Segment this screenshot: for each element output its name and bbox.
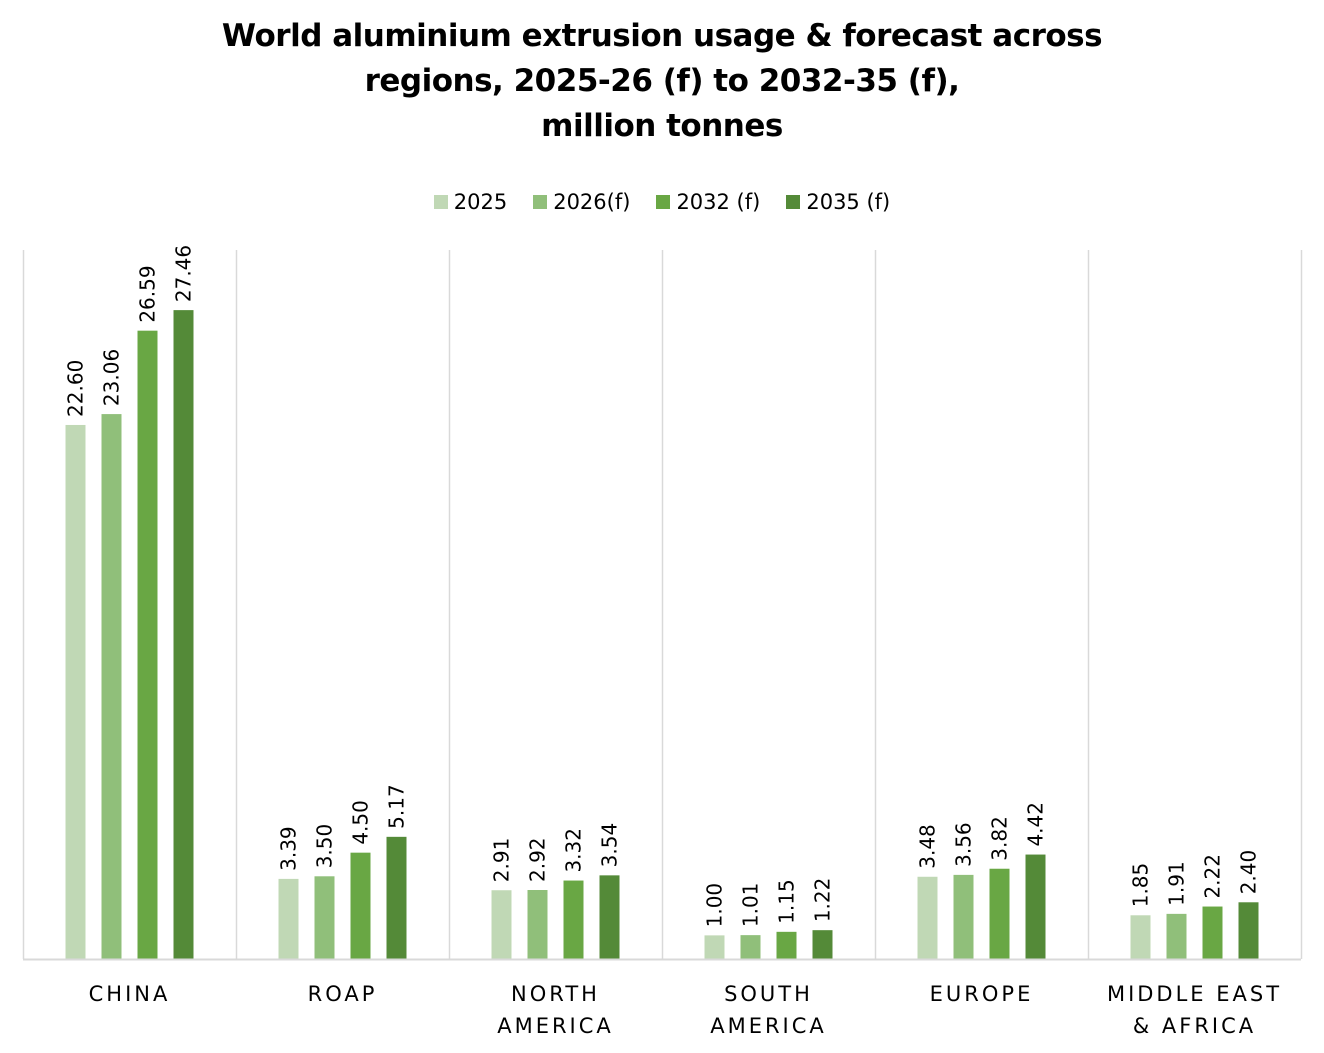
data-label: 1.85 — [1129, 863, 1153, 908]
data-label: 1.15 — [775, 879, 799, 924]
legend-swatch-2035f — [786, 195, 801, 209]
category-label: MIDDLE EAST — [1107, 982, 1282, 1006]
bar — [314, 876, 335, 959]
legend-label-2035f: 2035 (f) — [806, 190, 891, 214]
legend-label-2025: 2025 — [453, 190, 508, 214]
category-label: AMERICA — [710, 1014, 827, 1038]
data-label: 3.32 — [562, 828, 586, 873]
legend-item-2032f: 2032 (f) — [656, 190, 760, 214]
bar — [704, 935, 725, 959]
bar — [1202, 906, 1223, 959]
data-label: 2.22 — [1201, 854, 1225, 899]
legend-item-2035f: 2035 (f) — [786, 190, 890, 214]
data-label: 3.50 — [313, 824, 337, 869]
data-label: 3.54 — [598, 823, 622, 868]
bar — [173, 310, 194, 959]
legend-swatch-2026f — [533, 195, 548, 209]
legend-item-2025: 2025 — [433, 190, 508, 214]
bar — [776, 931, 797, 959]
data-label: 2.91 — [490, 838, 514, 883]
data-label: 3.48 — [916, 824, 940, 869]
bar — [989, 868, 1010, 959]
bar — [1130, 915, 1151, 959]
data-label: 1.22 — [811, 878, 835, 923]
bar — [599, 875, 620, 959]
bar — [812, 930, 833, 959]
legend-label-2026f: 2026(f) — [553, 190, 631, 214]
legend-swatch-2032f — [656, 195, 671, 209]
data-label: 5.17 — [385, 784, 409, 829]
data-label: 1.00 — [703, 883, 727, 928]
category-label: ROAP — [308, 982, 378, 1006]
data-label: 2.40 — [1237, 850, 1261, 895]
bar — [740, 935, 761, 959]
data-label: 23.06 — [100, 349, 124, 406]
bar — [350, 852, 371, 959]
data-label: 3.39 — [277, 826, 301, 871]
category-label: EUROPE — [930, 982, 1034, 1006]
data-label: 1.91 — [1165, 861, 1189, 906]
data-label: 2.92 — [526, 837, 550, 882]
bar — [527, 890, 548, 959]
chart-title-line-3: million tonnes — [541, 108, 783, 144]
data-label: 26.59 — [136, 265, 160, 322]
bar — [386, 836, 407, 959]
data-label: 1.01 — [739, 883, 763, 928]
category-label: SOUTH — [724, 982, 813, 1006]
category-label: NORTH — [511, 982, 600, 1006]
bar — [917, 876, 938, 959]
legend-item-2026f: 2026(f) — [533, 190, 630, 214]
bar — [953, 874, 974, 959]
data-label: 3.56 — [952, 822, 976, 867]
bar — [65, 424, 86, 959]
chart-legend: 2025 2026(f) 2032 (f) 2035 (f) — [0, 190, 1324, 214]
bar — [491, 890, 512, 959]
chart-title-line-1: World aluminium extrusion usage & foreca… — [221, 18, 1103, 54]
bar — [1238, 902, 1259, 959]
bar — [137, 330, 158, 959]
data-label: 3.82 — [988, 816, 1012, 861]
data-label: 4.42 — [1024, 802, 1048, 847]
legend-label-2032f: 2032 (f) — [676, 190, 761, 214]
category-label: AMERICA — [497, 1014, 614, 1038]
category-label: CHINA — [89, 982, 171, 1006]
bar — [563, 880, 584, 959]
bar — [1025, 854, 1046, 959]
bar — [1166, 913, 1187, 959]
data-label: 22.60 — [64, 360, 88, 417]
bar — [101, 414, 122, 960]
bar — [278, 878, 299, 959]
chart-title-line-2: regions, 2025-26 (f) to 2032-35 (f), — [364, 63, 960, 99]
legend-swatch-2025 — [433, 195, 448, 209]
data-label: 27.46 — [172, 245, 196, 302]
category-label: & AFRICA — [1133, 1014, 1256, 1038]
chart-title: World aluminium extrusion usage & foreca… — [0, 14, 1324, 149]
data-label: 4.50 — [349, 800, 373, 845]
